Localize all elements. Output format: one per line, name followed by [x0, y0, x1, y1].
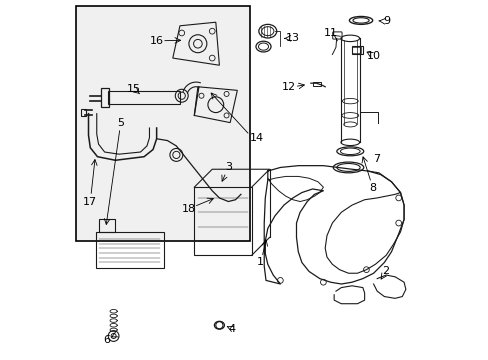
Bar: [81, 109, 85, 116]
Text: 4: 4: [228, 324, 235, 334]
Text: 12: 12: [282, 82, 296, 93]
Text: 11: 11: [323, 28, 337, 38]
Text: 18: 18: [182, 204, 196, 214]
Text: 1: 1: [257, 257, 264, 267]
Text: 6: 6: [103, 334, 110, 345]
Bar: [351, 47, 360, 53]
Text: 3: 3: [224, 162, 231, 172]
Text: 10: 10: [366, 51, 381, 61]
Bar: [99, 220, 115, 232]
Text: 14: 14: [249, 133, 264, 143]
Text: 7: 7: [372, 154, 379, 164]
Text: 2: 2: [382, 266, 389, 276]
Text: 15: 15: [126, 84, 140, 94]
Text: 16: 16: [149, 36, 163, 46]
Text: 5: 5: [117, 118, 124, 128]
Bar: [101, 87, 109, 107]
Bar: [312, 82, 320, 86]
Bar: [108, 91, 180, 104]
Bar: [96, 232, 163, 268]
Text: 8: 8: [368, 183, 376, 193]
Text: 17: 17: [83, 197, 97, 207]
Bar: [76, 6, 249, 241]
Bar: [351, 45, 362, 54]
Bar: [194, 187, 251, 255]
Text: 13: 13: [285, 33, 299, 43]
Text: 9: 9: [383, 17, 390, 27]
